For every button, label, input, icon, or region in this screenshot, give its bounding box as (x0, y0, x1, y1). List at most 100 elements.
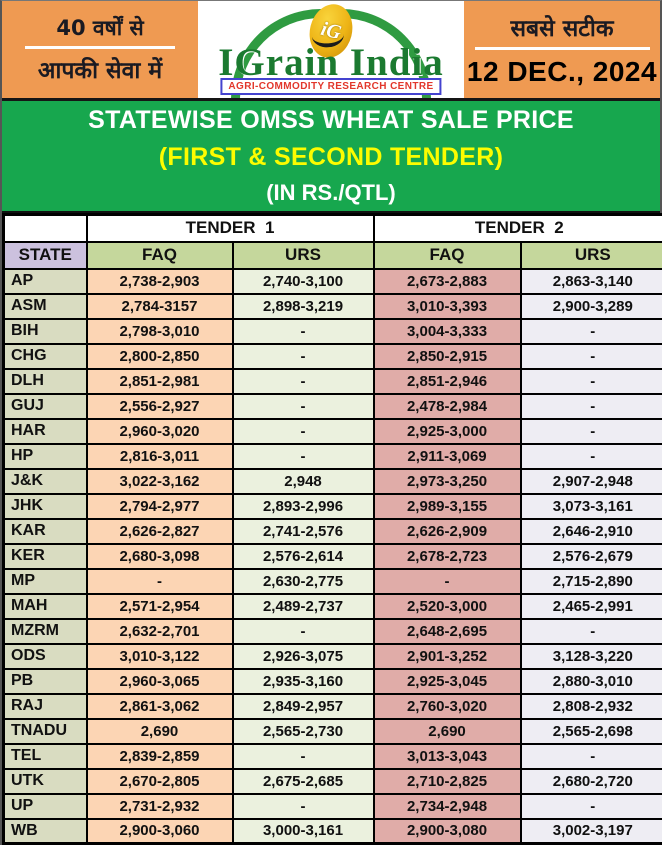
tender1-urs-cell: 3,000-3,161 (231, 817, 375, 845)
tender1-faq-cell: 2,571-2,954 (85, 592, 234, 620)
column-header-row: STATE FAQ URS FAQ URS (2, 240, 662, 270)
logo-panel: iG IGrain India AGRI-COMMODITY RESEARCH … (198, 1, 464, 98)
tender1-faq-cell: 2,861-3,062 (85, 692, 234, 720)
tender1-faq-cell: 2,680-3,098 (85, 542, 234, 570)
banner-unit: (IN RS./QTL) (266, 180, 396, 205)
table-row: MP -2,630-2,775-2,715-2,890 (2, 567, 662, 595)
tender1-faq-cell: 2,670-2,805 (85, 767, 234, 795)
state-cell: WB (2, 817, 88, 845)
tender2-faq-cell: 2,850-2,915 (372, 342, 522, 370)
tender1-faq-cell: 2,800-2,850 (85, 342, 234, 370)
state-cell: AP (2, 267, 88, 295)
tender2-urs-cell: 2,808-2,932 (519, 692, 662, 720)
tender2-faq-cell: 2,911-3,069 (372, 442, 522, 470)
tender2-urs-cell: - (519, 342, 662, 370)
tender2-urs-header: URS (519, 240, 662, 270)
title-banner: STATEWISE OMSS WHEAT SALE PRICE (FIRST &… (2, 101, 660, 213)
tender1-urs-cell: 2,576-2,614 (231, 542, 375, 570)
logo-title: IGrain India (218, 41, 444, 84)
tender1-urs-cell: - (231, 367, 375, 395)
tender2-faq-cell: 2,734-2,948 (372, 792, 522, 820)
tender2-faq-cell: 2,973-3,250 (372, 467, 522, 495)
tender1-urs-cell: - (231, 317, 375, 345)
tender1-urs-cell: 2,849-2,957 (231, 692, 375, 720)
date-divider (474, 47, 650, 50)
banner-subtitle: (FIRST & SECOND TENDER) (158, 143, 504, 171)
state-cell: TNADU (2, 717, 88, 745)
tender2-urs-cell: - (519, 617, 662, 645)
group-header-row: TENDER 1 TENDER 2 (2, 213, 662, 243)
tender1-urs-cell: 2,741-2,576 (231, 517, 375, 545)
tender2-faq-cell: 2,710-2,825 (372, 767, 522, 795)
tender2-urs-cell: 2,900-3,289 (519, 292, 662, 320)
tender2-faq-cell: 3,004-3,333 (372, 317, 522, 345)
tender2-urs-cell: 2,576-2,679 (519, 542, 662, 570)
tender2-faq-cell: 2,673-2,883 (372, 267, 522, 295)
tender2-faq-cell: 2,925-3,000 (372, 417, 522, 445)
logo-subtitle: AGRI-COMMODITY RESEARCH CENTRE (220, 78, 442, 95)
tender2-faq-cell: 2,690 (372, 717, 522, 745)
tender1-urs-cell: 2,898-3,219 (231, 292, 375, 320)
tender1-faq-header: FAQ (85, 240, 234, 270)
table-row: AP 2,738-2,903 2,740-3,100 2,673-2,883 2,863… (2, 267, 662, 295)
tender2-faq-cell: 2,520-3,000 (372, 592, 522, 620)
state-cell: J&K (2, 467, 88, 495)
tender1-faq-cell: 2,794-2,977 (85, 492, 234, 520)
state-cell: KAR (2, 517, 88, 545)
table-row: HP 2,816-3,011-2,911-3,069- (2, 442, 662, 470)
table-row: CHG 2,800-2,850-2,850-2,915- (2, 342, 662, 370)
tender2-urs-cell: - (519, 367, 662, 395)
tender2-urs-cell: - (519, 417, 662, 445)
tender2-faq-cell: 3,010-3,393 (372, 292, 522, 320)
tender1-faq-cell: 2,626-2,827 (85, 517, 234, 545)
table-row: MZRM 2,632-2,701-2,648-2,695- (2, 617, 662, 645)
state-cell: TEL (2, 742, 88, 770)
state-cell: JHK (2, 492, 88, 520)
tender2-urs-cell: 3,128-3,220 (519, 642, 662, 670)
tender2-urs-cell: 2,646-2,910 (519, 517, 662, 545)
tender2-faq-cell: 2,925-3,045 (372, 667, 522, 695)
state-cell: BIH (2, 317, 88, 345)
tender1-faq-cell: 2,900-3,060 (85, 817, 234, 845)
report-date: 12 DEC., 2024 (466, 56, 658, 87)
tender2-urs-cell: 2,880-3,010 (519, 667, 662, 695)
table-row: HAR 2,960-3,020-2,925-3,000- (2, 417, 662, 445)
table-row: UTK 2,670-2,805 2,675-2,685 2,710-2,825 2,68… (2, 767, 662, 795)
tender2-faq-cell: 2,760-3,020 (372, 692, 522, 720)
tender2-urs-cell: 3,073-3,161 (519, 492, 662, 520)
tender1-faq-cell: 2,556-2,927 (85, 392, 234, 420)
state-column-header: STATE (2, 240, 88, 270)
tender1-urs-cell: - (231, 342, 375, 370)
state-cell: UTK (2, 767, 88, 795)
table-row: MAH 2,571-2,954 2,489-2,737 2,520-3,000 2,46… (2, 592, 662, 620)
tender2-urs-cell: 2,907-2,948 (519, 467, 662, 495)
tender2-urs-cell: 2,715-2,890 (519, 567, 662, 595)
banner-title: STATEWISE OMSS WHEAT SALE PRICE (88, 106, 574, 134)
tender1-faq-cell: 2,632-2,701 (85, 617, 234, 645)
accuracy-line: सबसे सटीक (510, 16, 614, 42)
tender1-urs-cell: 2,489-2,737 (231, 592, 375, 620)
tender1-faq-cell: 2,960-3,020 (85, 417, 234, 445)
table-row: UP 2,731-2,932-2,734-2,948- (2, 792, 662, 820)
tender1-faq-cell: 2,798-3,010 (85, 317, 234, 345)
table-row: GUJ 2,556-2,927-2,478-2,984- (2, 392, 662, 420)
tender2-urs-cell: 2,680-2,720 (519, 767, 662, 795)
header-left: 40 वर्षों से आपकी सेवा में (2, 1, 198, 98)
tender1-urs-cell: 2,893-2,996 (231, 492, 375, 520)
table-row: TNADU 2,690 2,565-2,730 2,690 2,565-2,698 (2, 717, 662, 745)
table-row: BIH 2,798-3,010-3,004-3,333- (2, 317, 662, 345)
header-right: सबसे सटीक 12 DEC., 2024 (464, 1, 660, 98)
state-cell: KER (2, 542, 88, 570)
tender1-faq-cell: - (85, 567, 234, 595)
state-cell: CHG (2, 342, 88, 370)
state-cell: MAH (2, 592, 88, 620)
table-row: PB 2,960-3,065 2,935-3,160 2,925-3,045 2,880… (2, 667, 662, 695)
tender1-urs-cell: 2,565-2,730 (231, 717, 375, 745)
tender1-faq-cell: 2,816-3,011 (85, 442, 234, 470)
tender1-faq-cell: 2,960-3,065 (85, 667, 234, 695)
tender2-faq-cell: 2,648-2,695 (372, 617, 522, 645)
tagline-divider (25, 46, 175, 49)
state-cell: MZRM (2, 617, 88, 645)
tender1-faq-cell: 2,738-2,903 (85, 267, 234, 295)
state-cell: UP (2, 792, 88, 820)
